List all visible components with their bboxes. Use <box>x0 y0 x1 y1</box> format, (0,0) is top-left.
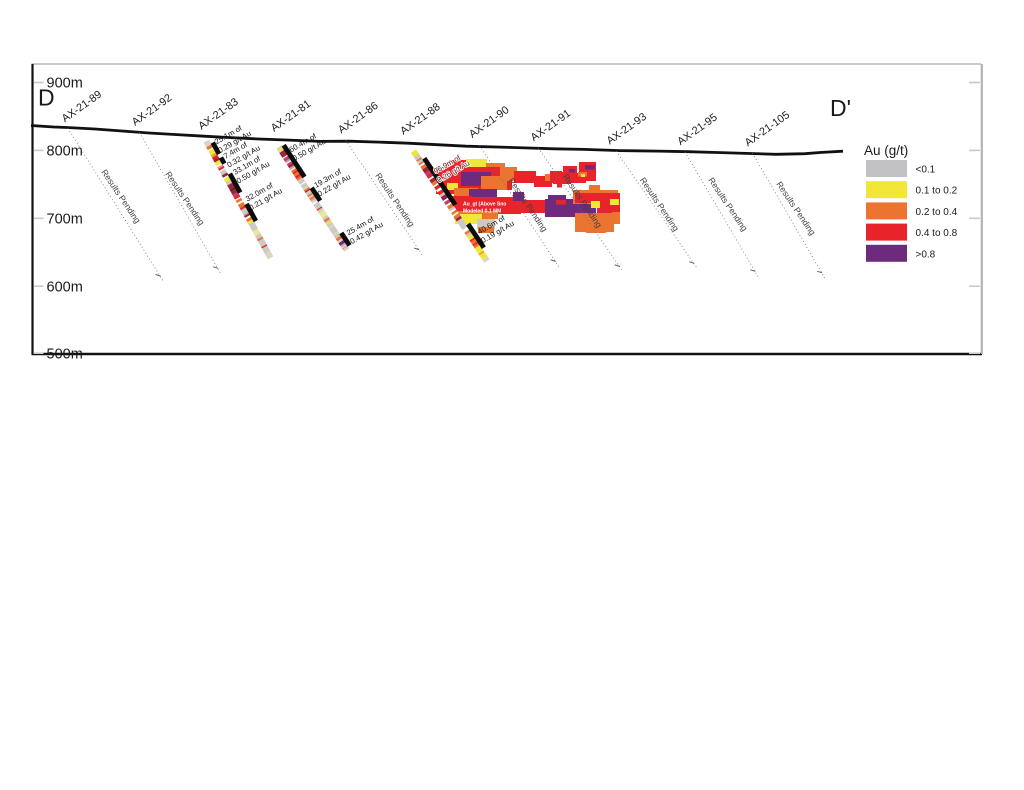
svg-text:500m: 500m <box>47 346 83 362</box>
svg-text:32.0m of0.21 g/t Au: 32.0m of0.21 g/t Au <box>243 178 284 212</box>
svg-text:AX-21-105: AX-21-105 <box>743 109 792 149</box>
svg-text:AX-21-89: AX-21-89 <box>60 88 104 124</box>
svg-text:AX-21-81: AX-21-81 <box>269 98 313 134</box>
svg-text:800m: 800m <box>47 144 83 160</box>
svg-text:60.4m of0.50 g/t Au: 60.4m of0.50 g/t Au <box>286 129 327 163</box>
svg-text:Results Pending: Results Pending <box>638 176 681 234</box>
svg-text:AX-21-90: AX-21-90 <box>467 104 511 140</box>
svg-text:D': D' <box>830 95 851 121</box>
svg-text:19.3m of0.22 g/t Au: 19.3m of0.22 g/t Au <box>311 164 352 198</box>
svg-text:Results Pending: Results Pending <box>706 176 749 234</box>
svg-text:25.4m of0.42 g/t Au: 25.4m of0.42 g/t Au <box>344 212 385 246</box>
svg-text:AX-21-88: AX-21-88 <box>398 101 442 137</box>
svg-text:<0.1: <0.1 <box>916 165 936 176</box>
svg-text:700m: 700m <box>47 212 83 228</box>
svg-text:0.1 to 0.2: 0.1 to 0.2 <box>916 186 958 197</box>
svg-text:600m: 600m <box>47 279 83 295</box>
svg-text:>0.8: >0.8 <box>916 249 936 260</box>
svg-text:Results Pending: Results Pending <box>99 168 142 226</box>
svg-text:0.4 to 0.8: 0.4 to 0.8 <box>916 228 958 239</box>
svg-text:AX-21-92: AX-21-92 <box>130 92 174 128</box>
svg-text:AX-21-91: AX-21-91 <box>529 107 573 143</box>
svg-text:AX-21-93: AX-21-93 <box>604 111 648 147</box>
svg-text:Results Pending: Results Pending <box>774 180 817 238</box>
svg-text:Au (g/t): Au (g/t) <box>864 143 908 158</box>
svg-text:0.2 to 0.4: 0.2 to 0.4 <box>916 207 958 218</box>
svg-text:900m: 900m <box>47 76 83 92</box>
svg-text:AX-21-86: AX-21-86 <box>336 100 380 136</box>
svg-text:D: D <box>38 85 55 111</box>
svg-text:AX-21-95: AX-21-95 <box>675 111 719 147</box>
svg-text:Results Pending: Results Pending <box>163 170 206 228</box>
